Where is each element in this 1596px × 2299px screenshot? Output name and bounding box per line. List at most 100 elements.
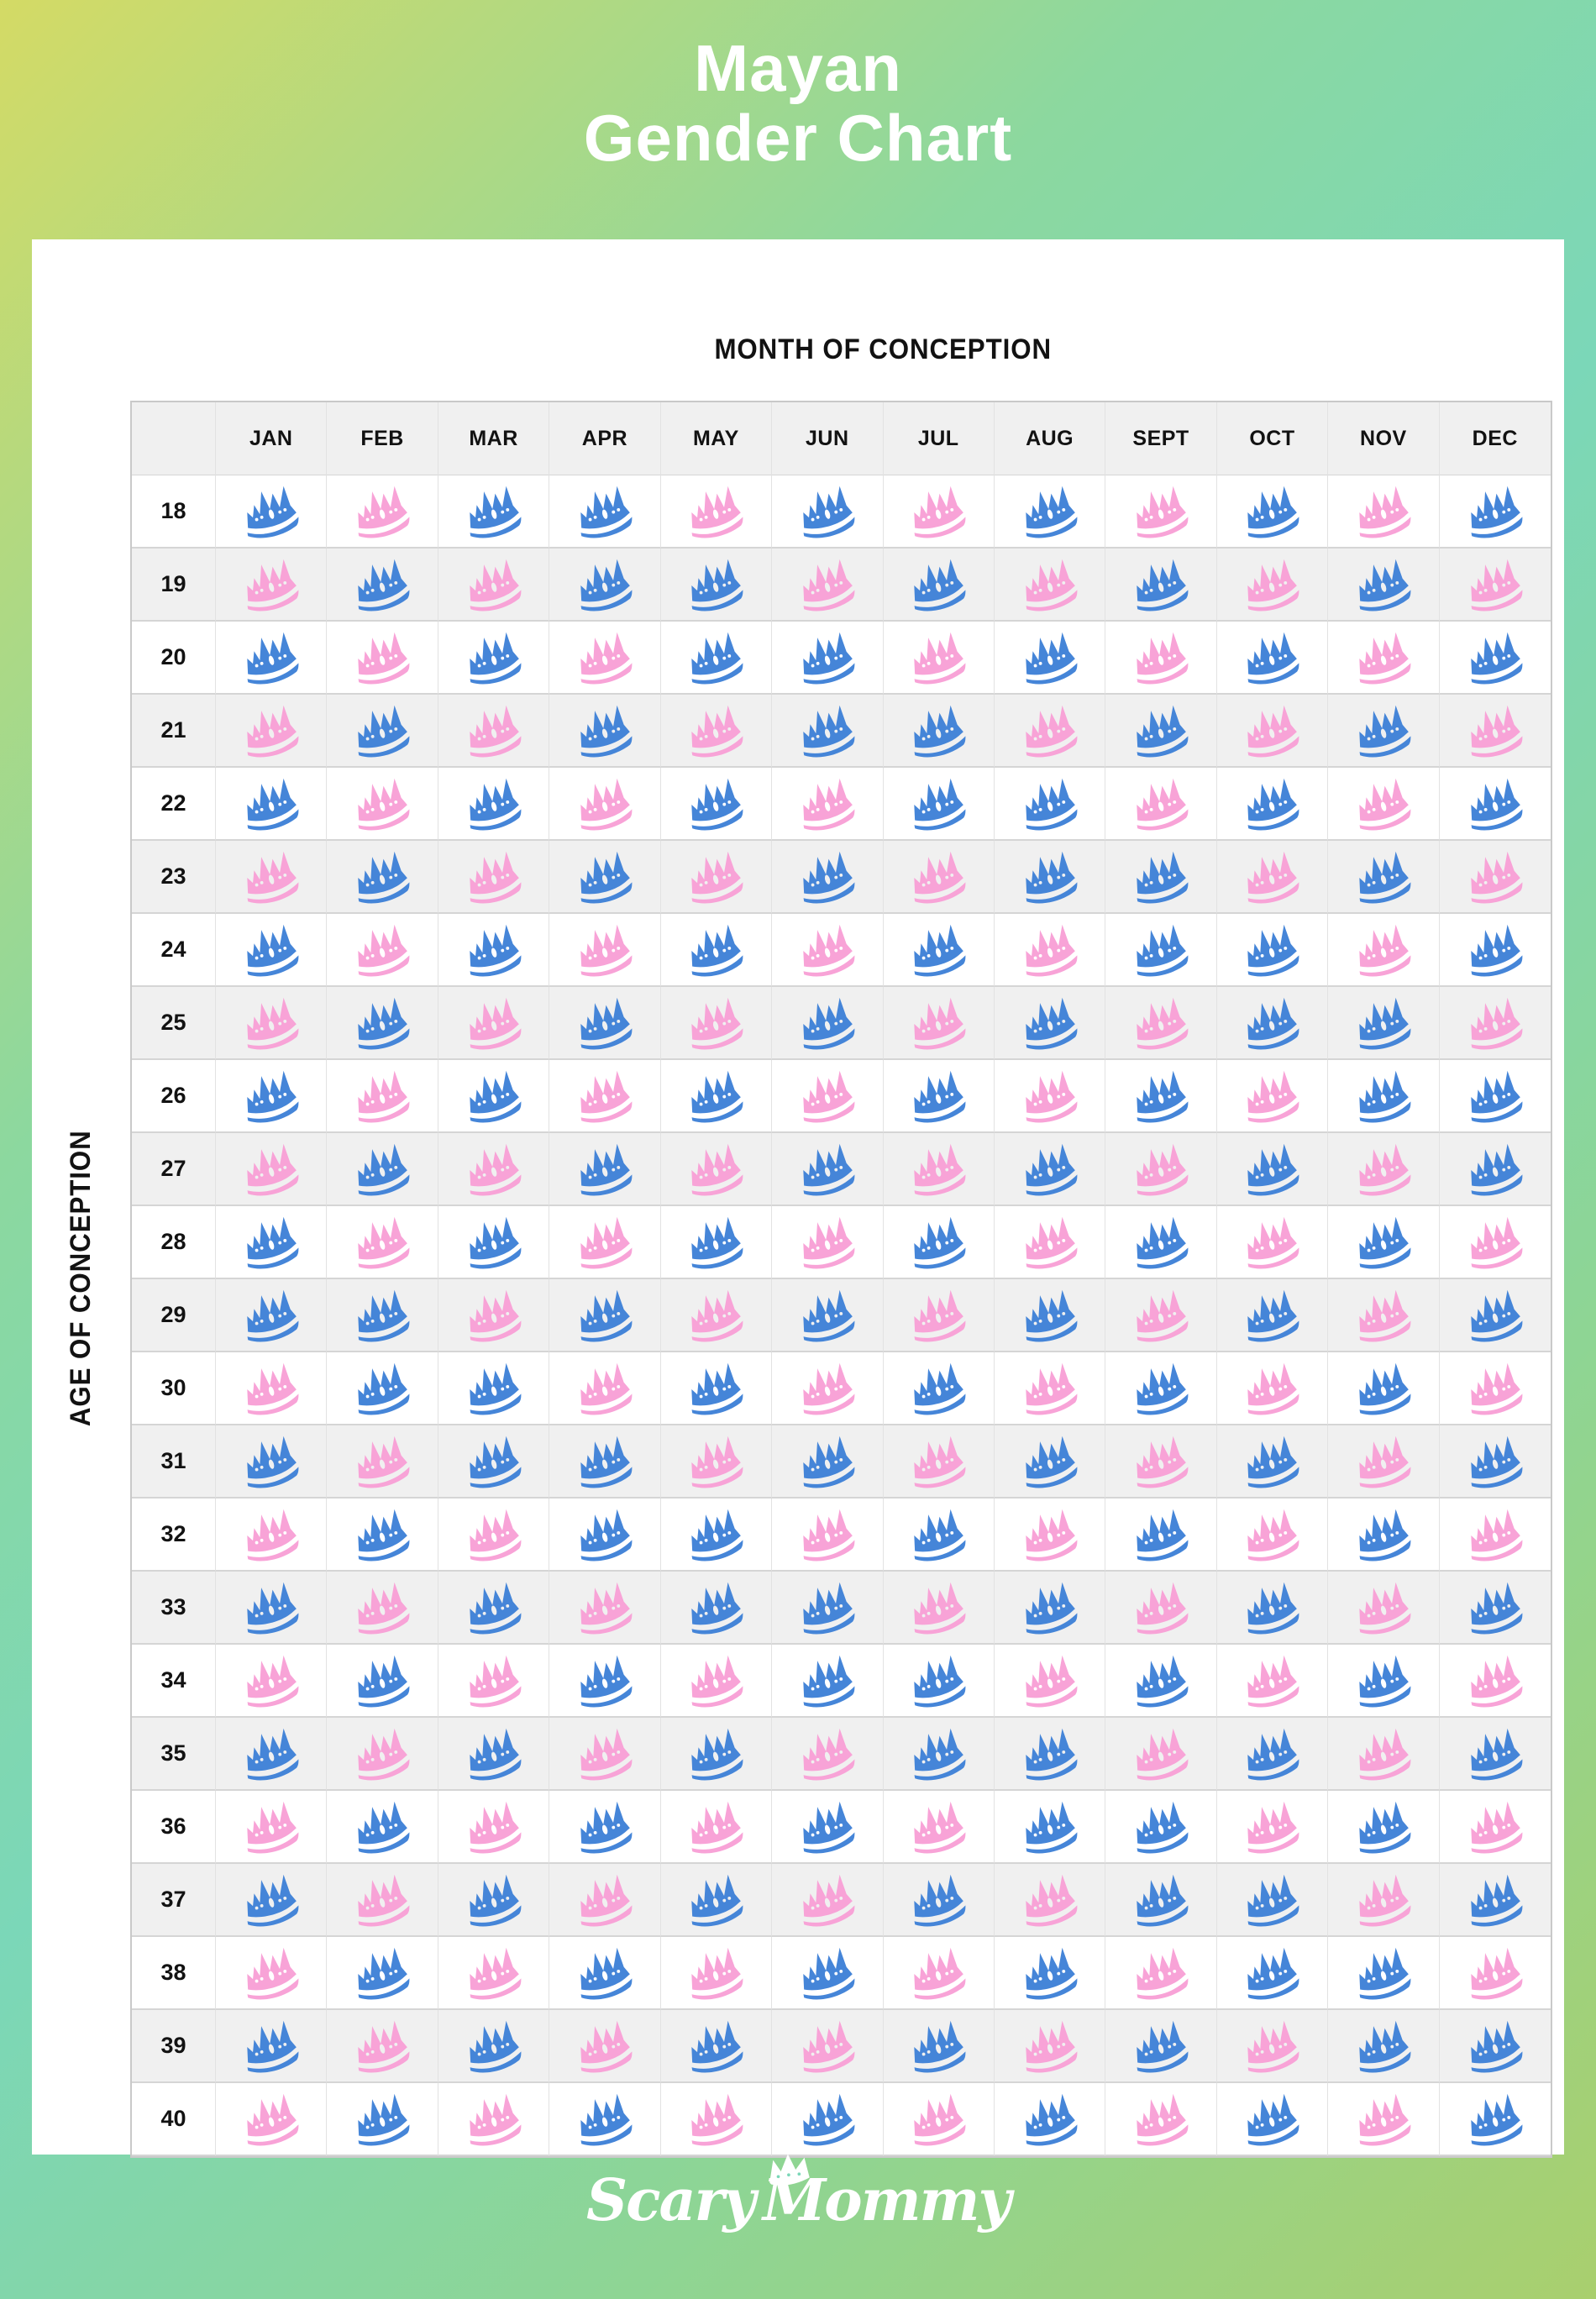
age-label: 33 <box>160 1594 186 1619</box>
boy-crown-icon <box>1359 2020 1411 2072</box>
boy-crown-icon <box>691 2020 743 2072</box>
gender-cell <box>994 1572 1106 1645</box>
age-label-cell: 18 <box>132 475 216 549</box>
month-label: MAR <box>469 426 518 450</box>
boy-crown-icon <box>1359 559 1411 611</box>
girl-crown-icon <box>1359 1728 1411 1780</box>
gender-cell <box>1439 1645 1551 1718</box>
gender-cell <box>994 1352 1106 1425</box>
boy-crown-icon <box>1471 1582 1523 1634</box>
boy-crown-icon <box>803 1582 855 1634</box>
gender-cell <box>1439 1718 1551 1791</box>
girl-crown-icon <box>803 1874 855 1926</box>
gender-cell <box>216 768 328 841</box>
gender-cell <box>660 2010 773 2083</box>
boy-crown-icon <box>469 924 521 976</box>
girl-crown-icon <box>469 851 521 903</box>
gender-cell <box>1105 622 1217 695</box>
age-label-cell: 39 <box>132 2010 216 2083</box>
gender-cell <box>1105 1060 1217 1133</box>
girl-crown-icon <box>358 1436 410 1488</box>
age-label-cell: 30 <box>132 1352 216 1425</box>
girl-crown-icon <box>469 1655 521 1707</box>
girl-crown-icon <box>1025 1874 1078 1926</box>
gender-cell <box>1105 1499 1217 1572</box>
boy-crown-icon <box>1247 1728 1299 1780</box>
gender-cell <box>549 2010 661 2083</box>
girl-crown-icon <box>691 1289 743 1341</box>
boy-crown-icon <box>1247 778 1299 830</box>
gender-cell <box>438 2083 550 2156</box>
boy-crown-icon <box>1247 1143 1299 1195</box>
gender-cell <box>549 1572 661 1645</box>
boy-crown-icon <box>1471 924 1523 976</box>
girl-crown-icon <box>1247 1216 1299 1268</box>
gender-cell <box>883 841 995 914</box>
age-label: 27 <box>160 1156 186 1181</box>
gender-cell <box>1439 1499 1551 1572</box>
logo-text-scary: Scary <box>586 2167 756 2234</box>
gender-cell <box>1216 1718 1329 1791</box>
gender-cell <box>883 1206 995 1279</box>
girl-crown-icon <box>1025 1655 1078 1707</box>
crown-icon <box>764 2134 816 2186</box>
boy-crown-icon <box>580 1947 633 1999</box>
gender-cell <box>1216 841 1329 914</box>
month-label: JUN <box>806 426 849 450</box>
boy-crown-icon <box>469 486 521 538</box>
boy-crown-icon <box>358 2093 410 2145</box>
girl-crown-icon <box>247 2093 299 2145</box>
gender-cell <box>1439 768 1551 841</box>
month-header-cell: NOV <box>1328 402 1440 476</box>
gender-cell <box>1328 1133 1440 1206</box>
girl-crown-icon <box>247 1947 299 1999</box>
boy-crown-icon <box>1025 1801 1078 1853</box>
gender-cell <box>327 1279 438 1352</box>
gender-cell <box>327 549 438 622</box>
month-label: NOV <box>1360 426 1407 450</box>
boy-crown-icon <box>691 1362 743 1415</box>
age-label: 24 <box>160 937 186 962</box>
girl-crown-icon <box>1247 1362 1299 1415</box>
boy-crown-icon <box>1025 1143 1078 1195</box>
gender-cell <box>438 768 550 841</box>
boy-crown-icon <box>914 1874 966 1926</box>
boy-crown-icon <box>580 997 633 1049</box>
column-axis-label: MONTH OF CONCEPTION <box>714 333 1053 365</box>
gender-cell <box>994 914 1106 987</box>
gender-cell <box>772 622 884 695</box>
boy-crown-icon <box>1137 705 1189 757</box>
gender-cell <box>327 1060 438 1133</box>
gender-cell <box>549 549 661 622</box>
gender-cell <box>327 1425 438 1499</box>
gender-cell <box>994 987 1106 1060</box>
gender-cell <box>660 695 773 768</box>
girl-crown-icon <box>1025 559 1078 611</box>
month-label: OCT <box>1249 426 1295 450</box>
boy-crown-icon <box>691 1509 743 1561</box>
gender-cell <box>216 1060 328 1133</box>
boy-crown-icon <box>803 1436 855 1488</box>
gender-cell <box>1216 914 1329 987</box>
gender-cell <box>883 914 995 987</box>
boy-crown-icon <box>914 1070 966 1122</box>
gender-cell <box>216 1206 328 1279</box>
age-label: 28 <box>160 1229 186 1254</box>
page-title: Mayan Gender Chart <box>0 33 1596 174</box>
gender-cell <box>1439 622 1551 695</box>
gender-cell <box>772 768 884 841</box>
gender-cell <box>1216 1499 1329 1572</box>
boy-crown-icon <box>1247 1582 1299 1634</box>
gender-cell <box>327 2083 438 2156</box>
boy-crown-icon <box>469 1216 521 1268</box>
month-header-cell: MAR <box>438 402 550 476</box>
girl-crown-icon <box>1359 1289 1411 1341</box>
gender-cell <box>883 622 995 695</box>
boy-crown-icon <box>580 559 633 611</box>
gender-cell <box>438 549 550 622</box>
girl-crown-icon <box>1359 1874 1411 1926</box>
gender-cell <box>1105 475 1217 549</box>
gender-cell <box>549 987 661 1060</box>
boy-crown-icon <box>1025 1582 1078 1634</box>
gender-cell <box>772 2083 884 2156</box>
